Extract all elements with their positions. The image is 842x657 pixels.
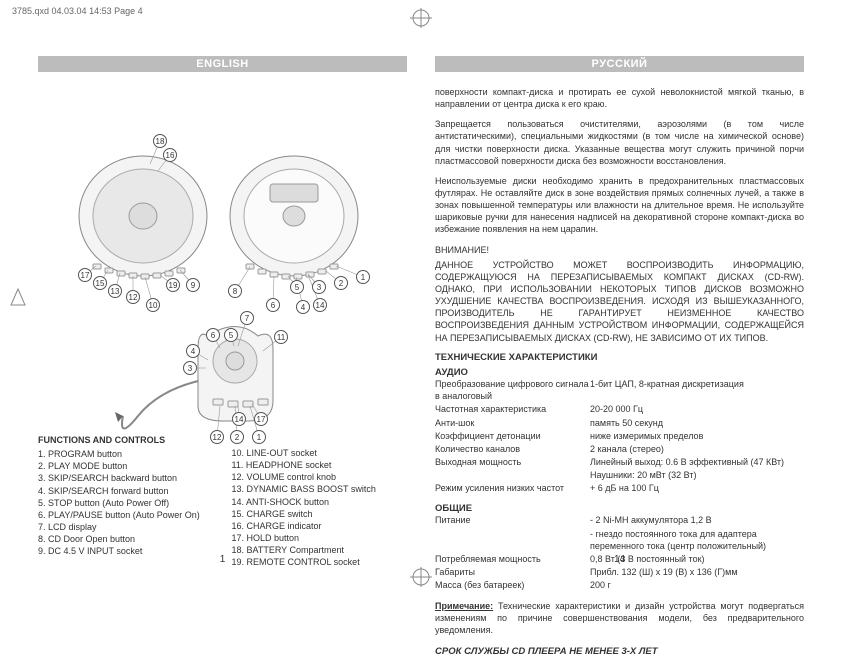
callout-4: 4 [186,344,200,358]
general-heading: ОБЩИЕ [435,503,804,514]
fn-item: 17. HOLD button [232,532,408,544]
russian-header: РУССКИЙ [435,56,804,72]
diagram-area: 1816171513121019986414532176511431221141… [38,86,407,396]
service-life-footer: СРОК СЛУЖБЫ CD ПЛЕЕРА НЕ МЕНЕЕ 3-Х ЛЕТ [435,646,804,657]
note: Примечание: Технические характеристики и… [435,600,804,636]
fn-item: 11. HEADPHONE socket [232,459,408,471]
callout-15: 15 [93,276,107,290]
callout-13: 13 [108,284,122,298]
fn-item: 19. REMOTE CONTROL socket [232,556,408,568]
general-spec-table: Питание- 2 Ni-MH аккумулятора 1,2 В- гне… [435,514,804,592]
fn-item: 10. LINE-OUT socket [232,447,408,459]
callout-3: 3 [312,280,326,294]
callout-11: 11 [274,330,288,344]
callout-5: 5 [290,280,304,294]
functions-heading: FUNCTIONS AND CONTROLS [38,434,214,446]
callout-10: 10 [146,298,160,312]
fn-item: 8. CD Door Open button [38,533,214,545]
callout-14: 14 [313,298,327,312]
fn-item: 9. DC 4.5 V INPUT socket [38,545,214,557]
fn-item: 18. BATTERY Compartment [232,544,408,556]
fn-item: 12. VOLUME control knob [232,471,408,483]
callout-16: 16 [163,148,177,162]
page-number-right: 14 [614,554,625,565]
ru-para-2: Запрещается пользоваться очистителями, а… [435,118,804,167]
callout-6: 6 [266,298,280,312]
callout-12: 12 [126,290,140,304]
english-header: ENGLISH [38,56,407,72]
fn-item: 4. SKIP/SEARCH forward button [38,485,214,497]
ru-warning-heading: ВНИМАНИЕ! [435,244,804,256]
callout-7: 7 [240,311,254,325]
audio-heading: АУДИО [435,367,804,378]
english-column: ENGLISH [38,56,407,565]
cd-player-diagram [38,86,408,456]
russian-column: РУССКИЙ поверхности компакт-диска и прот… [435,56,804,565]
fn-item: 5. STOP button (Auto Power Off) [38,497,214,509]
functions-and-controls: FUNCTIONS AND CONTROLS 1. PROGRAM button… [38,434,407,568]
fn-item: 6. PLAY/PAUSE button (Auto Power On) [38,509,214,521]
crop-mark-bottom [406,567,436,587]
callout-17: 17 [78,268,92,282]
specs-heading: ТЕХНИЧЕСКИЕ ХАРАКТЕРИСТИКИ [435,352,804,363]
fn-item: 1. PROGRAM button [38,448,214,460]
callout-9: 9 [186,278,200,292]
callout-5: 5 [224,328,238,342]
callout-14: 14 [232,412,246,426]
callout-1: 1 [356,270,370,284]
fn-item: 2. PLAY MODE button [38,460,214,472]
ru-warning-body: ДАННОЕ УСТРОЙСТВО МОЖЕТ ВОСПРОИЗВОДИТЬ И… [435,259,804,344]
callout-19: 19 [166,278,180,292]
ru-para-1: поверхности компакт-диска и протирать ее… [435,86,804,110]
crop-mark-left [8,286,28,310]
callout-2: 2 [334,276,348,290]
fn-item: 3. SKIP/SEARCH backward button [38,472,214,484]
fn-item: 13. DYNAMIC BASS BOOST switch [232,483,408,495]
callout-3: 3 [183,361,197,375]
ru-para-3: Неиспользуемые диски необходимо хранить … [435,175,804,236]
callout-8: 8 [228,284,242,298]
callout-17: 17 [254,412,268,426]
callout-6: 6 [206,328,220,342]
audio-spec-table: Преобразование цифрового сигнала в анало… [435,378,804,495]
callout-4: 4 [296,300,310,314]
page-number-left: 1 [220,554,226,565]
page-info-header: 3785.qxd 04.03.04 14:53 Page 4 [12,6,143,16]
crop-mark-top [406,8,436,28]
fn-item: 16. CHARGE indicator [232,520,408,532]
fn-item: 15. CHARGE switch [232,508,408,520]
fn-item: 7. LCD display [38,521,214,533]
fn-item: 14. ANTI-SHOCK button [232,496,408,508]
callout-18: 18 [153,134,167,148]
